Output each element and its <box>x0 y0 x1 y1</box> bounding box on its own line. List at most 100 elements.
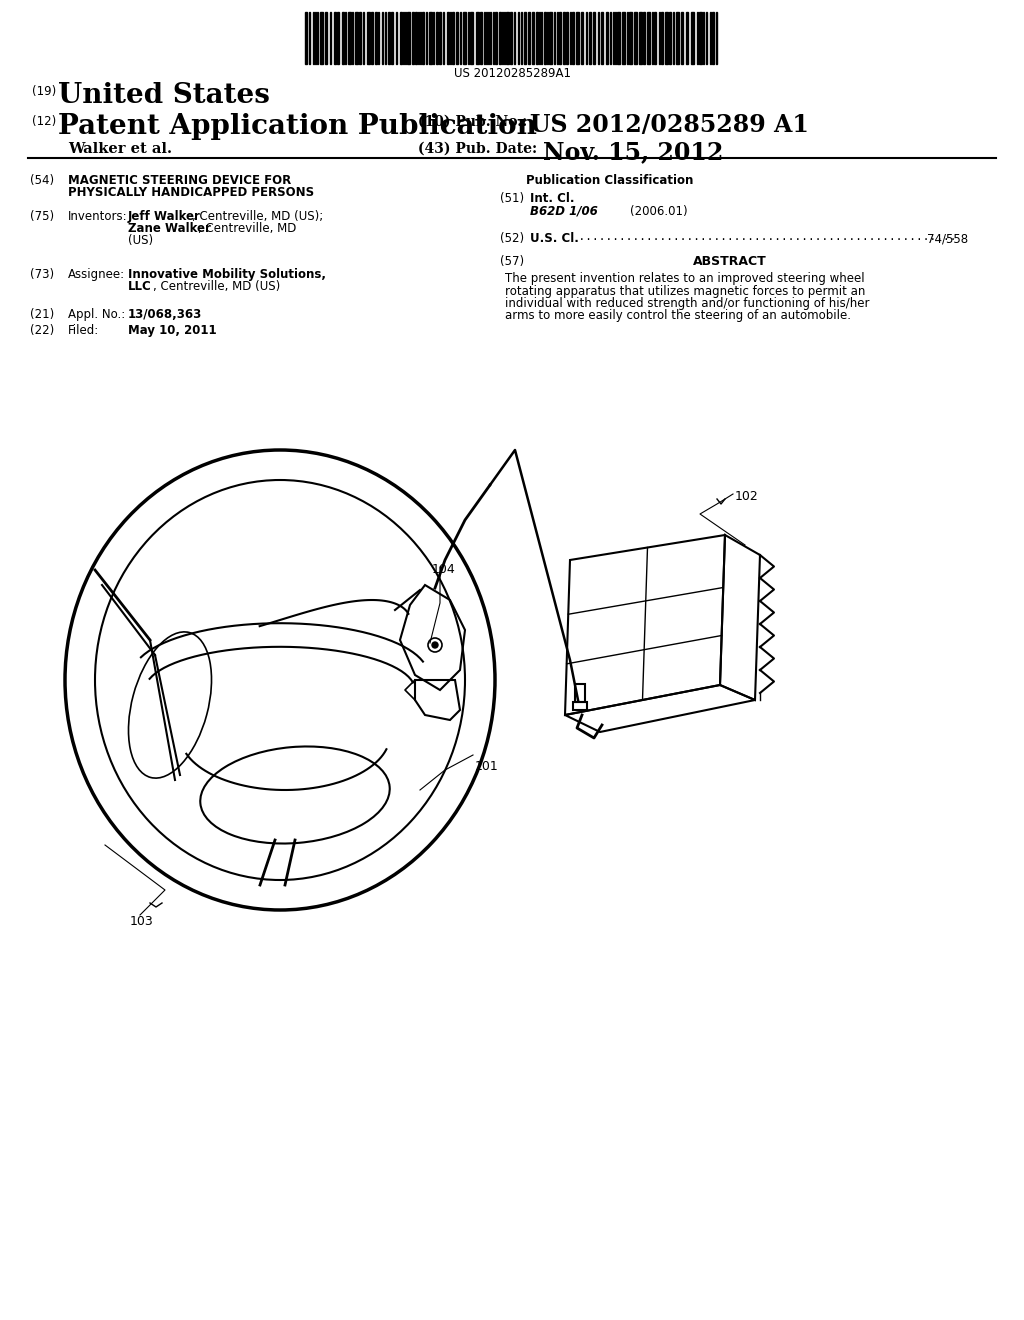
Bar <box>439 12 441 63</box>
Text: 103: 103 <box>130 915 154 928</box>
Bar <box>470 12 473 63</box>
Bar <box>524 12 526 63</box>
Bar <box>544 12 546 63</box>
Bar <box>581 12 583 63</box>
Bar <box>532 12 534 63</box>
Text: 102: 102 <box>735 490 759 503</box>
Text: Patent Application Publication: Patent Application Publication <box>58 114 537 140</box>
Bar <box>456 12 458 63</box>
Text: (12): (12) <box>32 115 56 128</box>
Bar <box>566 12 568 63</box>
Text: rotating apparatus that utilizes magnetic forces to permit an: rotating apparatus that utilizes magneti… <box>505 285 865 297</box>
Bar <box>388 12 390 63</box>
Text: U.S. Cl.: U.S. Cl. <box>530 232 579 246</box>
Text: PHYSICALLY HANDICAPPED PERSONS: PHYSICALLY HANDICAPPED PERSONS <box>68 186 314 199</box>
Text: (21): (21) <box>30 308 54 321</box>
Bar <box>476 12 479 63</box>
Bar <box>375 12 377 63</box>
Text: 74/558: 74/558 <box>927 232 968 246</box>
Bar <box>305 12 307 63</box>
Bar <box>407 12 410 63</box>
Bar <box>589 12 591 63</box>
Bar <box>325 12 327 63</box>
Text: (10) Pub. No.:: (10) Pub. No.: <box>418 115 527 129</box>
Bar <box>654 12 656 63</box>
Text: (51): (51) <box>500 191 524 205</box>
Text: Walker et al.: Walker et al. <box>68 143 172 156</box>
Text: Innovative Mobility Solutions,: Innovative Mobility Solutions, <box>128 268 326 281</box>
Text: Filed:: Filed: <box>68 323 99 337</box>
Text: arms to more easily control the steering of an automobile.: arms to more easily control the steering… <box>505 309 851 322</box>
Bar <box>355 12 358 63</box>
Bar <box>528 12 530 63</box>
Bar <box>712 12 714 63</box>
Bar <box>348 12 351 63</box>
Text: US 2012/0285289 A1: US 2012/0285289 A1 <box>530 114 809 137</box>
Bar <box>510 12 512 63</box>
Bar <box>480 12 482 63</box>
Bar <box>334 12 336 63</box>
Bar <box>665 12 668 63</box>
Text: MAGNETIC STEERING DEVICE FOR: MAGNETIC STEERING DEVICE FOR <box>68 174 291 187</box>
Bar <box>359 12 361 63</box>
Text: Appl. No.:: Appl. No.: <box>68 308 125 321</box>
Text: , Centreville, MD (US): , Centreville, MD (US) <box>153 280 281 293</box>
Text: , Centreville, MD (US);: , Centreville, MD (US); <box>193 210 324 223</box>
Text: May 10, 2011: May 10, 2011 <box>128 323 217 337</box>
Bar <box>699 12 702 63</box>
Bar <box>572 12 574 63</box>
Bar <box>367 12 370 63</box>
Bar <box>606 12 608 63</box>
Bar <box>412 12 414 63</box>
Bar <box>643 12 645 63</box>
Bar <box>575 684 585 702</box>
Bar <box>691 12 694 63</box>
Bar <box>669 12 671 63</box>
Bar <box>647 12 650 63</box>
Text: (73): (73) <box>30 268 54 281</box>
Text: (54): (54) <box>30 174 54 187</box>
Bar <box>436 12 438 63</box>
Text: (2006.01): (2006.01) <box>630 205 688 218</box>
Text: individual with reduced strength and/or functioning of his/her: individual with reduced strength and/or … <box>505 297 869 310</box>
Bar <box>559 12 561 63</box>
Text: The present invention relates to an improved steering wheel: The present invention relates to an impr… <box>505 272 864 285</box>
Bar <box>499 12 501 63</box>
Bar <box>549 12 552 63</box>
Bar <box>681 12 683 63</box>
Bar <box>447 12 449 63</box>
Text: Assignee:: Assignee: <box>68 268 125 281</box>
Text: 101: 101 <box>475 760 499 774</box>
Bar <box>536 12 538 63</box>
Text: Publication Classification: Publication Classification <box>526 174 693 187</box>
Text: ABSTRACT: ABSTRACT <box>693 255 767 268</box>
Bar <box>495 12 497 63</box>
Bar <box>342 12 344 63</box>
Bar <box>617 12 620 63</box>
Bar <box>422 12 424 63</box>
Bar <box>622 12 625 63</box>
Bar <box>429 12 432 63</box>
Bar <box>400 12 402 63</box>
Text: Int. Cl.: Int. Cl. <box>530 191 574 205</box>
Bar <box>463 12 466 63</box>
Text: US 20120285289A1: US 20120285289A1 <box>454 67 571 81</box>
Bar <box>337 12 339 63</box>
Text: (57): (57) <box>500 255 524 268</box>
Bar <box>686 12 688 63</box>
Text: (US): (US) <box>128 234 154 247</box>
Bar <box>452 12 454 63</box>
Text: B62D 1/06: B62D 1/06 <box>530 205 598 218</box>
Text: , Centreville, MD: , Centreville, MD <box>198 222 296 235</box>
Text: Nov. 15, 2012: Nov. 15, 2012 <box>543 140 723 164</box>
Text: 104: 104 <box>432 564 456 576</box>
Text: United States: United States <box>58 82 270 110</box>
Bar <box>319 12 323 63</box>
Bar <box>639 12 642 63</box>
Bar <box>573 702 587 710</box>
Text: Zane Walker: Zane Walker <box>128 222 211 235</box>
Bar <box>371 12 373 63</box>
Bar <box>601 12 603 63</box>
Text: Inventors:: Inventors: <box>68 210 128 223</box>
Text: (22): (22) <box>30 323 54 337</box>
